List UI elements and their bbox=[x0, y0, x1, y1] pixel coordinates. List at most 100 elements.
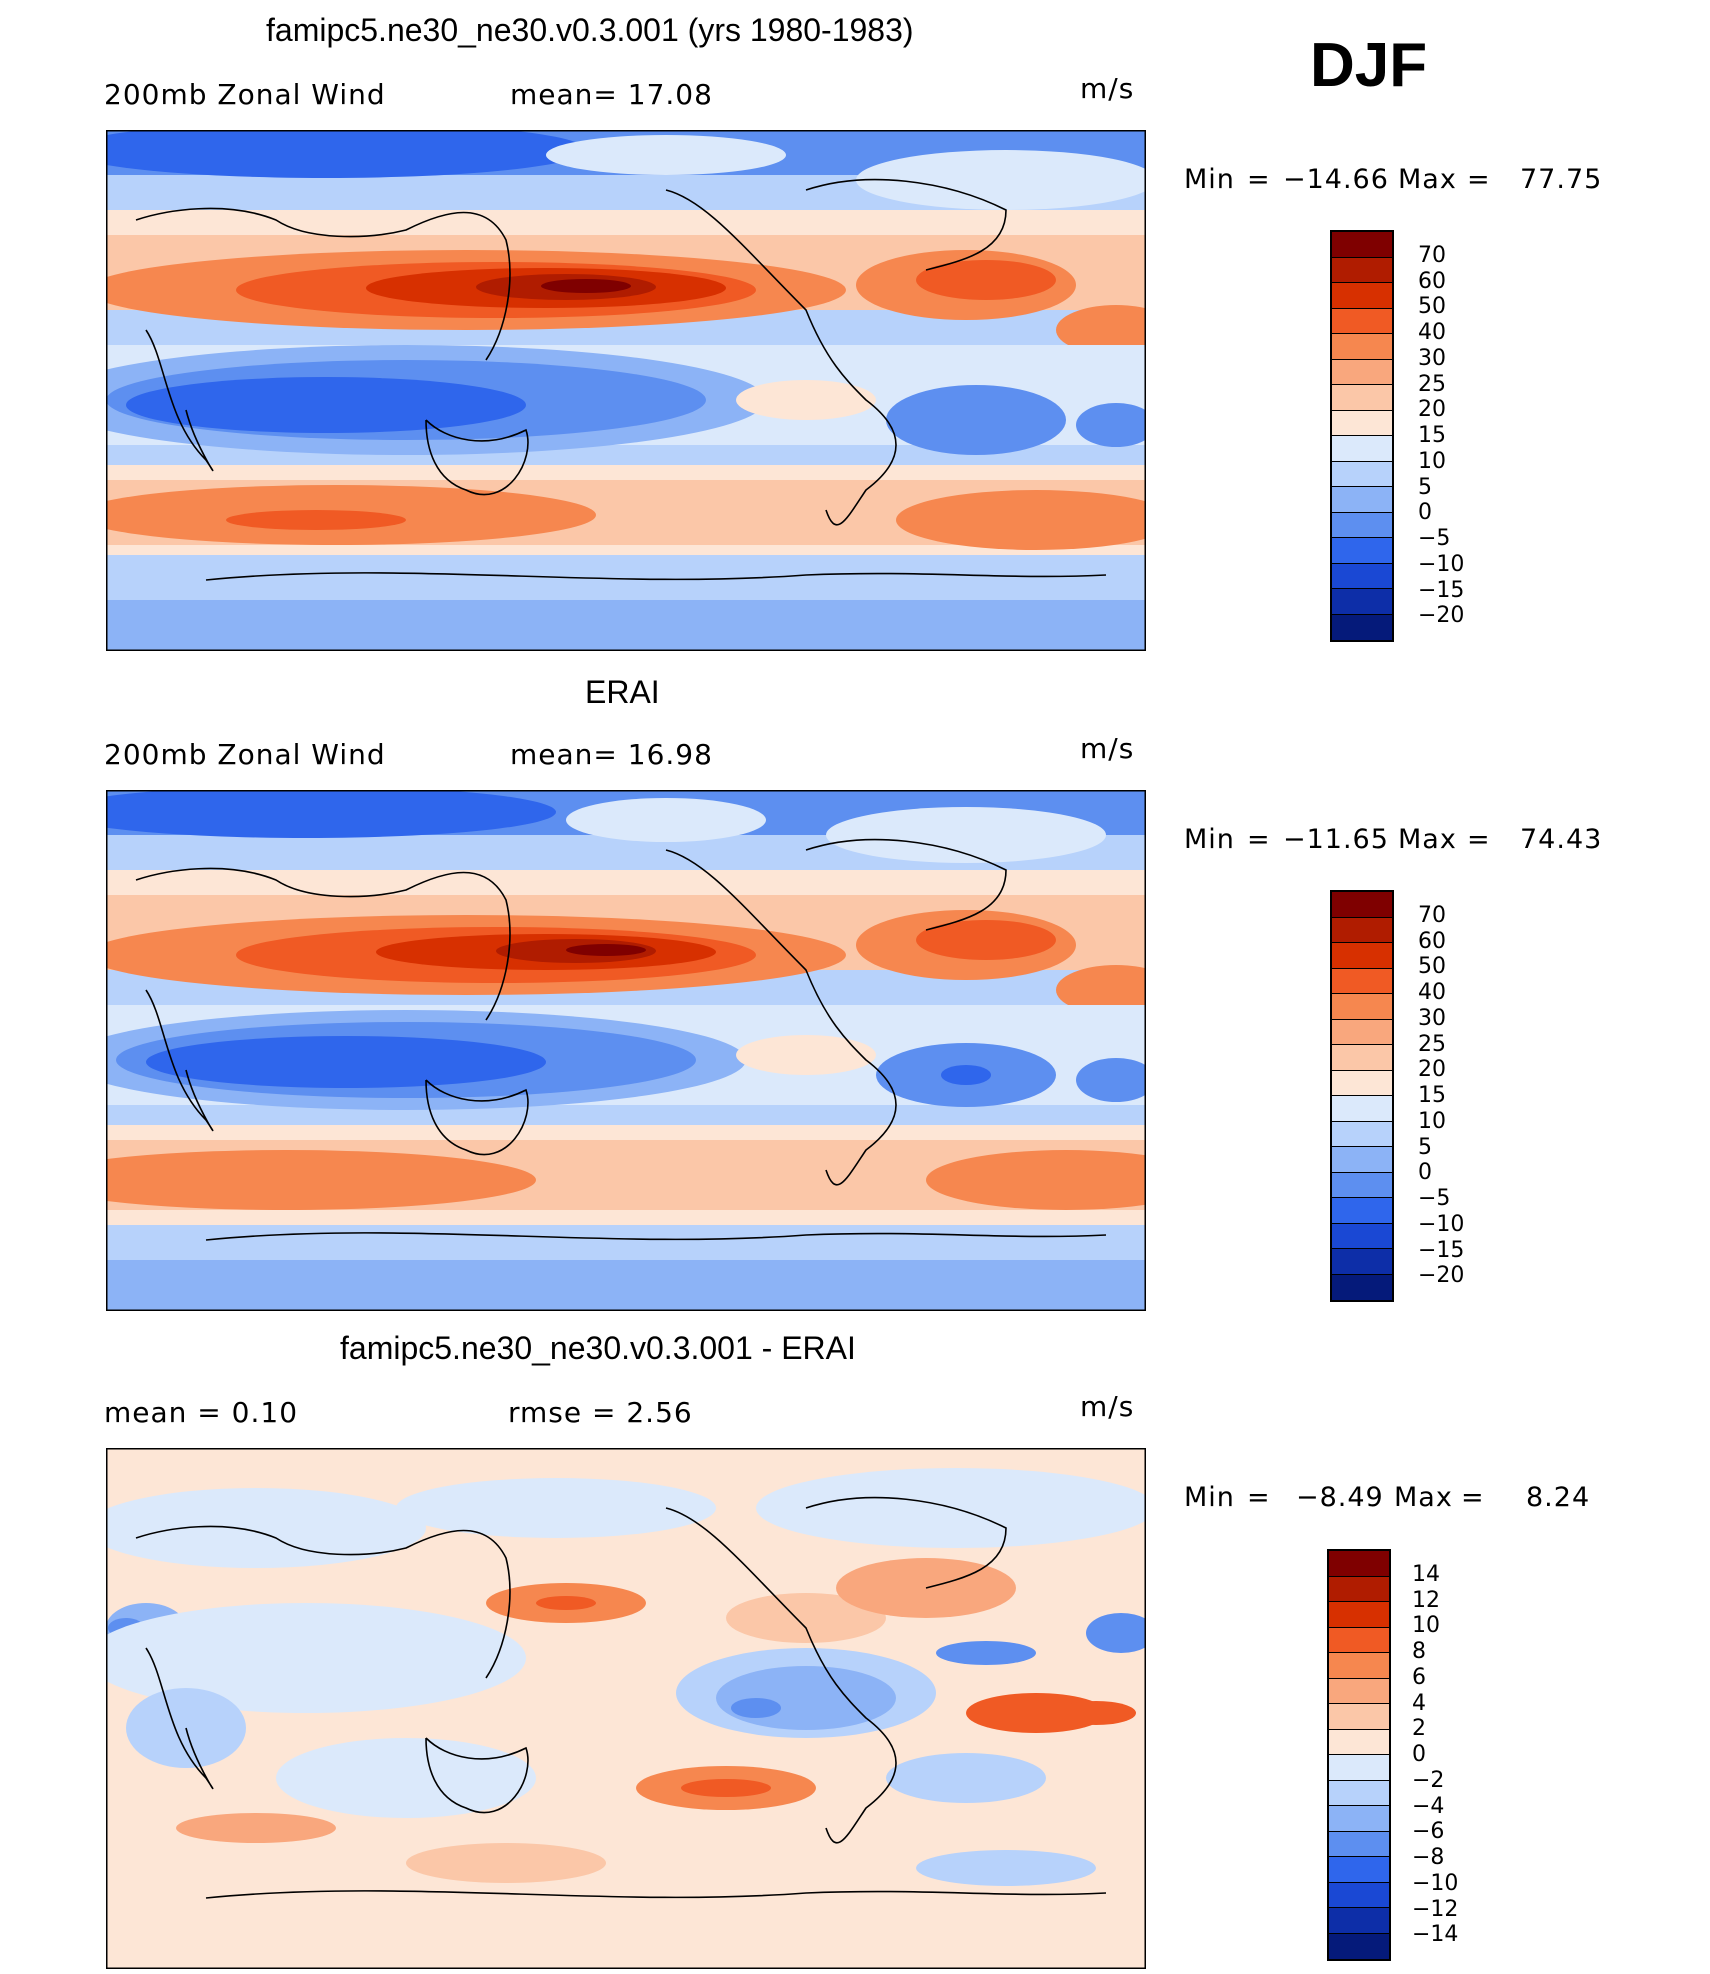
panel-min-value-obs: −11.65 bbox=[1283, 824, 1389, 855]
colorbar-tick-label: 70 bbox=[1418, 902, 1446, 928]
colorbar-tick-label: 40 bbox=[1418, 320, 1446, 345]
panel-max-label-obs: Max bbox=[1398, 824, 1457, 855]
panel-min-label-obs: Min bbox=[1184, 824, 1235, 855]
colorbar-tick-label: 70 bbox=[1418, 242, 1446, 268]
colorbar-segment bbox=[1332, 461, 1392, 487]
colorbar-segment bbox=[1332, 1019, 1392, 1045]
panel-max-value-obs: 74.43 bbox=[1520, 824, 1603, 855]
colorbar-segment bbox=[1332, 1096, 1392, 1122]
colorbar-segment bbox=[1332, 1147, 1392, 1173]
panel-min-value-model: −14.66 bbox=[1283, 164, 1389, 195]
panel-units-model: m/s bbox=[1080, 72, 1135, 105]
colorbar-tick-label: 10 bbox=[1418, 1108, 1446, 1134]
colorbar-tick-label: 60 bbox=[1418, 268, 1446, 294]
colorbar-segment bbox=[1332, 436, 1392, 462]
colorbar-tick-label: 5 bbox=[1418, 474, 1432, 500]
colorbar-tick-label: −20 bbox=[1418, 1263, 1465, 1289]
colorbar-tick-label: 10 bbox=[1418, 448, 1446, 474]
panel-min-label-model: Min bbox=[1184, 164, 1235, 195]
colorbar-tick-label: 50 bbox=[1418, 954, 1446, 980]
colorbar-tick-label: 50 bbox=[1418, 294, 1446, 320]
colorbar-segment bbox=[1329, 1704, 1389, 1730]
colorbar-tick-label: −10 bbox=[1418, 551, 1465, 577]
colorbar-segment bbox=[1329, 1831, 1389, 1857]
zonal-wind-map-obs bbox=[106, 790, 1146, 1311]
colorbar-tick-label: −10 bbox=[1412, 1870, 1459, 1896]
colorbar-tick-label: −5 bbox=[1418, 1186, 1451, 1211]
colorbar-tick-label: −4 bbox=[1412, 1793, 1445, 1819]
colorbar-tick-label: −8 bbox=[1412, 1845, 1445, 1870]
colorbar-tick-label: 0 bbox=[1418, 500, 1432, 526]
panel-max-eq-diff: = bbox=[1461, 1482, 1485, 1513]
colorbar-segment bbox=[1332, 589, 1392, 615]
colorbar-tick-label: −15 bbox=[1418, 577, 1465, 603]
colorbar-segment bbox=[1332, 334, 1392, 360]
colorbar-tick-label: 4 bbox=[1412, 1690, 1426, 1716]
colorbar-segment bbox=[1329, 1857, 1389, 1883]
colorbar-segment bbox=[1332, 614, 1392, 640]
colorbar-tick-label: 8 bbox=[1412, 1639, 1426, 1664]
colorbar-segment bbox=[1332, 1070, 1392, 1096]
colorbar-segment bbox=[1329, 1602, 1389, 1628]
zonal-wind-map-model bbox=[106, 130, 1146, 651]
colorbar-segment bbox=[1332, 1198, 1392, 1224]
panel-max-eq-obs: = bbox=[1467, 824, 1491, 855]
panel-variable-label-model: 200mb Zonal Wind bbox=[104, 78, 386, 111]
colorbar-segment bbox=[1329, 1627, 1389, 1653]
colorbar-model bbox=[1330, 230, 1394, 642]
panel-max-value-model: 77.75 bbox=[1520, 164, 1603, 195]
panel-mean-label-model: mean= 17.08 bbox=[510, 78, 713, 111]
colorbar-segment bbox=[1332, 538, 1392, 564]
colorbar-segment bbox=[1332, 359, 1392, 385]
colorbar-segment bbox=[1332, 943, 1392, 969]
colorbar-tick-label: 6 bbox=[1412, 1664, 1426, 1690]
colorbar-tick-label: −5 bbox=[1418, 526, 1451, 551]
colorbar-tick-label: 20 bbox=[1418, 397, 1446, 423]
colorbar-segment bbox=[1329, 1882, 1389, 1908]
colorbar-segment bbox=[1332, 1249, 1392, 1275]
colorbar-segment bbox=[1332, 994, 1392, 1020]
colorbar-tick-label: 15 bbox=[1418, 423, 1446, 448]
colorbar-segment bbox=[1329, 1806, 1389, 1832]
colorbar-tick-label: −10 bbox=[1418, 1211, 1465, 1237]
panel-title-model: famipc5.ne30_ne30.v0.3.001 (yrs 1980-198… bbox=[266, 12, 914, 48]
colorbar-tick-label: −6 bbox=[1412, 1819, 1445, 1845]
colorbar-tick-label: 25 bbox=[1418, 371, 1446, 397]
colorbar-segment bbox=[1332, 1274, 1392, 1300]
colorbar-segment bbox=[1332, 1121, 1392, 1147]
panel-max-eq-model: = bbox=[1467, 164, 1491, 195]
colorbar-segment bbox=[1332, 1172, 1392, 1198]
colorbar-segment bbox=[1332, 968, 1392, 994]
colorbar-tick-label: 15 bbox=[1418, 1083, 1446, 1108]
colorbar-segment bbox=[1332, 283, 1392, 309]
colorbar-tick-label: 30 bbox=[1418, 1005, 1446, 1031]
colorbar-segment bbox=[1332, 385, 1392, 411]
panel-mean-label-obs: mean= 16.98 bbox=[510, 738, 713, 771]
colorbar-segment bbox=[1329, 1551, 1389, 1577]
colorbar-tick-label: −14 bbox=[1412, 1922, 1459, 1948]
zonal-wind-difference-map bbox=[106, 1448, 1146, 1969]
panel-min-eq-obs: = bbox=[1247, 824, 1271, 855]
colorbar-segment bbox=[1332, 257, 1392, 283]
colorbar-segment bbox=[1332, 512, 1392, 538]
panel-max-label-model: Max bbox=[1398, 164, 1457, 195]
colorbar-tick-label: 0 bbox=[1412, 1742, 1426, 1767]
colorbar-segment bbox=[1332, 410, 1392, 436]
panel-min-label-diff: Min bbox=[1184, 1482, 1235, 1513]
colorbar-segment bbox=[1329, 1908, 1389, 1934]
colorbar-tick-label: 25 bbox=[1418, 1031, 1446, 1057]
colorbar-segment bbox=[1332, 232, 1392, 258]
colorbar-tick-label: 20 bbox=[1418, 1057, 1446, 1083]
panel-max-label-diff: Max bbox=[1394, 1482, 1453, 1513]
colorbar-segment bbox=[1332, 563, 1392, 589]
colorbar-tick-label: 2 bbox=[1412, 1716, 1426, 1742]
panel-title-obs: ERAI bbox=[585, 674, 660, 710]
colorbar-segment bbox=[1329, 1780, 1389, 1806]
colorbar-segment bbox=[1329, 1755, 1389, 1781]
colorbar-tick-label: 14 bbox=[1412, 1561, 1440, 1587]
colorbar-diff bbox=[1327, 1549, 1391, 1961]
colorbar-tick-label: 5 bbox=[1418, 1134, 1432, 1160]
colorbar-segment bbox=[1329, 1653, 1389, 1679]
colorbar-tick-label: −20 bbox=[1418, 603, 1465, 629]
panel-min-eq-model: = bbox=[1247, 164, 1271, 195]
